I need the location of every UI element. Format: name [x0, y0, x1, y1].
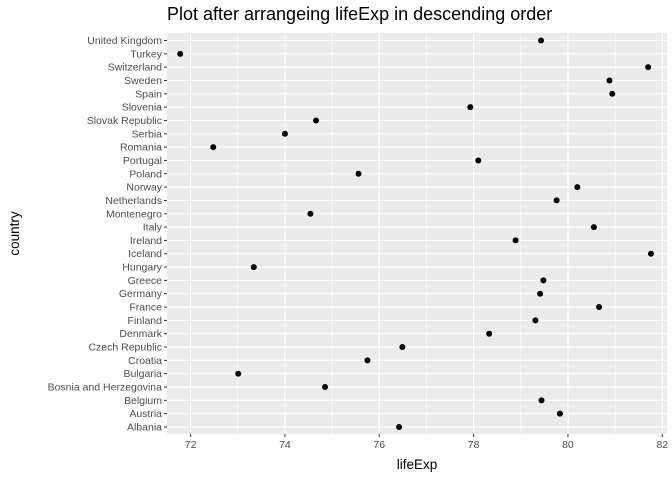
data-point [606, 77, 613, 84]
y-tick-label: Netherlands [105, 195, 162, 207]
data-point [307, 210, 314, 217]
data-point [364, 357, 371, 364]
y-tick-label: Turkey [130, 48, 162, 60]
data-point [538, 397, 545, 404]
y-tick-label: Austria [129, 408, 162, 420]
data-point [574, 184, 581, 191]
x-tick-label: 82 [656, 439, 668, 451]
y-tick-label: Portugal [123, 155, 162, 167]
data-point [281, 130, 288, 137]
y-tick-label: Belgium [124, 395, 162, 407]
data-point [355, 170, 362, 177]
y-tick-label: Sweden [124, 75, 162, 87]
y-tick-label: Switzerland [108, 62, 162, 74]
data-point [537, 290, 544, 297]
x-axis-title: lifeExp [397, 457, 438, 472]
y-tick-label: Slovak Republic [87, 115, 162, 127]
data-point [322, 384, 329, 391]
x-tick-label: 76 [373, 439, 385, 451]
chart-title: Plot after arrangeing lifeExp in descend… [167, 4, 553, 24]
y-tick-label: Ireland [130, 235, 162, 247]
y-tick-label: Albania [127, 422, 162, 434]
y-tick-label: Denmark [119, 328, 162, 340]
data-point [399, 344, 406, 351]
data-point [540, 277, 547, 284]
plot-panel [167, 33, 667, 434]
data-point [596, 304, 603, 311]
y-tick-label: Bosnia and Herzegovina [48, 382, 163, 394]
data-point [532, 317, 539, 324]
data-point [210, 144, 217, 151]
x-tick-label: 78 [468, 439, 480, 451]
x-tick-label: 80 [562, 439, 574, 451]
data-point [475, 157, 482, 164]
y-tick-label: Hungary [122, 262, 162, 274]
y-axis-title: country [7, 211, 22, 256]
data-point [467, 104, 474, 111]
data-point [590, 224, 597, 231]
x-tick-label: 72 [185, 439, 197, 451]
data-point [609, 90, 616, 97]
y-tick-label: Iceland [128, 248, 162, 260]
data-point [512, 237, 519, 244]
y-tick-label: Germany [119, 288, 163, 300]
y-tick-label: Spain [135, 88, 162, 100]
y-tick-label: Montenegro [106, 208, 162, 220]
y-tick-label: United Kingdom [87, 35, 162, 47]
data-point [538, 37, 545, 44]
data-point [250, 264, 257, 271]
data-point [486, 330, 493, 337]
y-tick-label: Czech Republic [88, 342, 162, 354]
data-point [313, 117, 320, 124]
y-tick-label: France [129, 302, 162, 314]
data-point [396, 424, 403, 430]
data-point [647, 250, 654, 257]
y-tick-label: Croatia [128, 355, 162, 367]
y-tick-label: Romania [120, 142, 162, 154]
y-tick-label: Finland [128, 315, 163, 327]
y-tick-label: Greece [128, 275, 163, 287]
data-point [235, 370, 242, 377]
data-point [177, 50, 184, 57]
y-tick-label: Norway [126, 182, 162, 194]
y-tick-label: Poland [129, 168, 162, 180]
y-tick-label: Italy [143, 222, 163, 234]
y-tick-label: Slovenia [122, 102, 162, 114]
y-tick-label: Bulgaria [123, 368, 162, 380]
y-tick-label: Serbia [132, 128, 163, 140]
x-tick-label: 74 [279, 439, 291, 451]
data-point [556, 410, 563, 417]
data-point [553, 197, 560, 204]
data-point [645, 64, 652, 71]
